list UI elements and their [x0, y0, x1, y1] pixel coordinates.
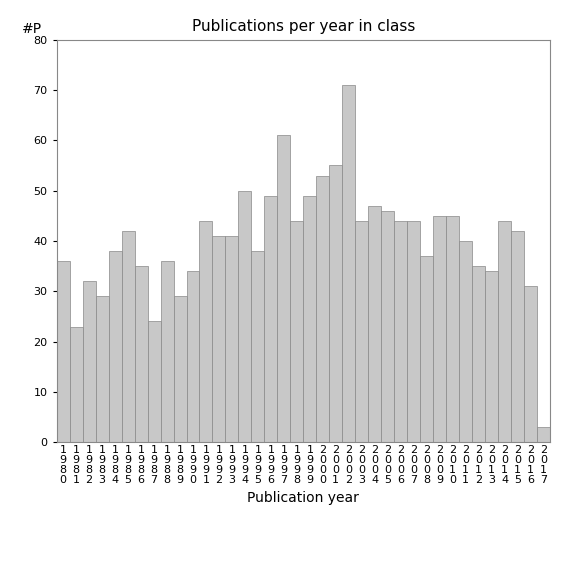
Bar — [134, 266, 147, 442]
Text: #P: #P — [22, 22, 43, 36]
Bar — [277, 136, 290, 442]
Bar — [147, 321, 160, 442]
Bar — [498, 221, 511, 442]
Bar — [459, 241, 472, 442]
Bar — [160, 261, 174, 442]
Bar — [485, 271, 498, 442]
Bar — [226, 236, 239, 442]
Bar — [109, 251, 121, 442]
Bar — [420, 256, 433, 442]
Bar — [342, 85, 356, 442]
Bar — [70, 327, 83, 442]
Bar — [57, 261, 70, 442]
Bar — [329, 166, 342, 442]
Bar — [446, 216, 459, 442]
Bar — [121, 231, 134, 442]
X-axis label: Publication year: Publication year — [247, 490, 359, 505]
Title: Publications per year in class: Publications per year in class — [192, 19, 415, 35]
Bar — [316, 176, 329, 442]
Bar — [200, 221, 213, 442]
Bar — [524, 286, 537, 442]
Bar — [407, 221, 420, 442]
Bar — [356, 221, 368, 442]
Bar — [290, 221, 303, 442]
Bar — [213, 236, 226, 442]
Bar — [394, 221, 407, 442]
Bar — [303, 196, 316, 442]
Bar — [472, 266, 485, 442]
Bar — [433, 216, 446, 442]
Bar — [381, 211, 394, 442]
Bar — [239, 191, 251, 442]
Bar — [511, 231, 524, 442]
Bar — [251, 251, 264, 442]
Bar — [174, 297, 187, 442]
Bar — [264, 196, 277, 442]
Bar — [187, 271, 200, 442]
Bar — [96, 297, 109, 442]
Bar — [537, 427, 550, 442]
Bar — [368, 206, 381, 442]
Bar — [83, 281, 96, 442]
